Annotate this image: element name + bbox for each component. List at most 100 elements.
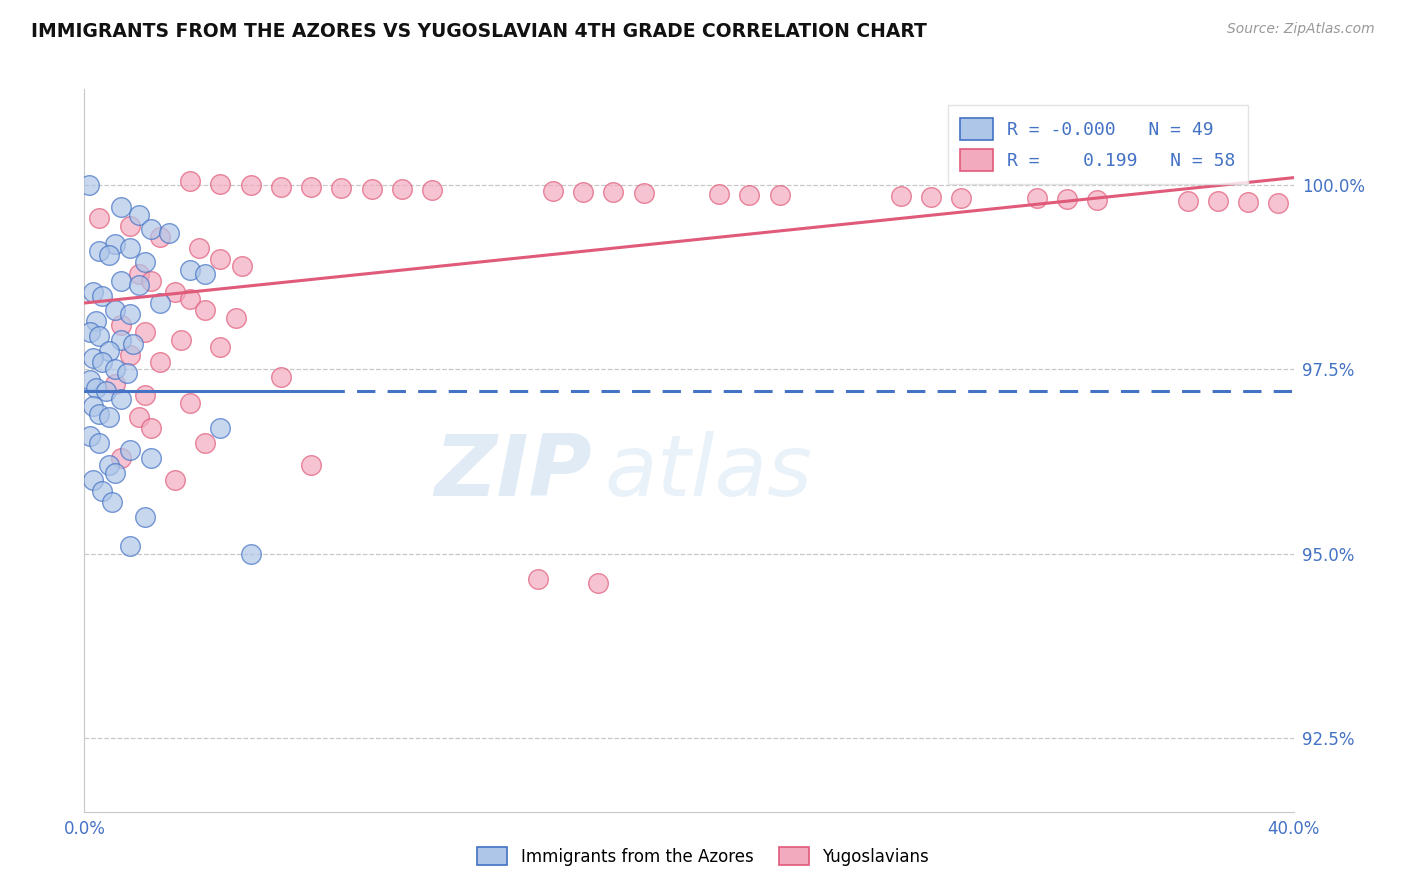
Point: [541, 184, 564, 198]
Point: [209, 177, 232, 191]
Point: [299, 458, 322, 473]
Point: [225, 310, 247, 325]
Point: [194, 267, 217, 281]
Point: [170, 333, 193, 347]
Point: [239, 547, 262, 561]
Point: [165, 285, 187, 299]
Point: [149, 355, 172, 369]
Point: [110, 200, 132, 214]
Point: [118, 348, 141, 362]
Point: [104, 377, 127, 392]
Point: [950, 191, 973, 205]
Point: [1237, 194, 1260, 209]
Point: [633, 186, 655, 201]
Point: [86, 314, 108, 328]
Point: [920, 190, 942, 204]
Point: [209, 252, 232, 266]
Point: [139, 421, 162, 435]
Point: [128, 277, 150, 292]
Point: [239, 178, 262, 192]
Point: [179, 174, 201, 188]
Point: [209, 421, 232, 435]
Point: [89, 211, 111, 226]
Point: [97, 248, 120, 262]
Point: [738, 187, 761, 202]
Point: [209, 340, 232, 354]
Legend: Immigrants from the Azores, Yugoslavians: Immigrants from the Azores, Yugoslavians: [464, 834, 942, 880]
Point: [82, 473, 104, 487]
Point: [104, 466, 127, 480]
Point: [110, 274, 132, 288]
Point: [527, 573, 550, 587]
Point: [118, 443, 141, 458]
Point: [270, 179, 292, 194]
Text: Source: ZipAtlas.com: Source: ZipAtlas.com: [1227, 22, 1375, 37]
Point: [82, 399, 104, 413]
Point: [77, 178, 100, 192]
Point: [86, 381, 108, 395]
Point: [118, 307, 141, 321]
Point: [97, 410, 120, 425]
Point: [89, 329, 111, 343]
Point: [602, 186, 624, 200]
Point: [104, 303, 127, 318]
Point: [299, 180, 322, 194]
Point: [179, 395, 201, 409]
Point: [89, 244, 111, 259]
Point: [118, 219, 141, 233]
Point: [79, 326, 101, 340]
Point: [134, 509, 156, 524]
Point: [572, 185, 595, 199]
Point: [134, 326, 156, 340]
Point: [94, 384, 117, 399]
Point: [890, 189, 912, 203]
Point: [231, 259, 253, 273]
Point: [134, 388, 156, 402]
Point: [1025, 191, 1047, 205]
Point: [128, 267, 150, 281]
Point: [89, 436, 111, 450]
Point: [709, 186, 731, 201]
Point: [179, 263, 201, 277]
Point: [110, 450, 132, 465]
Point: [128, 410, 150, 425]
Point: [82, 351, 104, 366]
Point: [139, 222, 162, 236]
Point: [100, 495, 122, 509]
Point: [179, 293, 201, 307]
Text: ZIP: ZIP: [434, 431, 592, 514]
Point: [82, 285, 104, 299]
Point: [194, 436, 217, 450]
Point: [588, 576, 610, 591]
Text: IMMIGRANTS FROM THE AZORES VS YUGOSLAVIAN 4TH GRADE CORRELATION CHART: IMMIGRANTS FROM THE AZORES VS YUGOSLAVIA…: [31, 22, 927, 41]
Point: [110, 392, 132, 406]
Point: [91, 355, 114, 369]
Point: [420, 183, 443, 197]
Point: [1267, 195, 1289, 210]
Point: [91, 483, 114, 498]
Point: [391, 182, 413, 196]
Point: [139, 450, 162, 465]
Point: [104, 362, 127, 376]
Point: [79, 373, 101, 387]
Point: [165, 473, 187, 487]
Point: [139, 274, 162, 288]
Point: [769, 188, 792, 202]
Point: [79, 428, 101, 442]
Point: [97, 343, 120, 358]
Point: [121, 336, 143, 351]
Point: [188, 241, 211, 255]
Point: [110, 318, 132, 332]
Point: [110, 333, 132, 347]
Point: [270, 369, 292, 384]
Point: [1177, 194, 1199, 208]
Point: [1056, 192, 1078, 206]
Point: [97, 458, 120, 473]
Point: [360, 182, 382, 196]
Point: [115, 366, 138, 380]
Point: [118, 241, 141, 255]
Point: [91, 288, 114, 302]
Point: [149, 229, 172, 244]
Point: [1085, 193, 1108, 207]
Point: [330, 181, 353, 195]
